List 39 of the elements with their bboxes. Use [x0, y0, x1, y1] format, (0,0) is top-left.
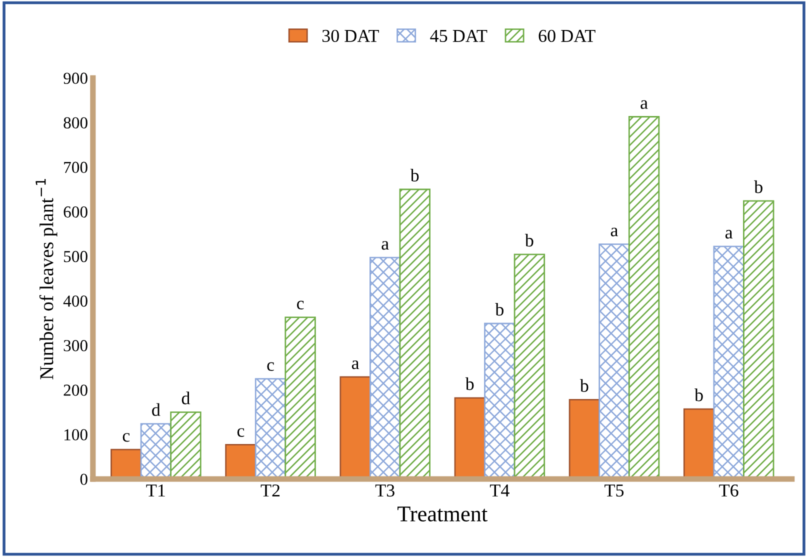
x-tick-label: T3: [375, 484, 394, 497]
data-label: a: [610, 228, 618, 236]
data-label: b: [580, 379, 588, 392]
y-axis-title: Number of leaves plant$^{−1}$: [36, 178, 58, 380]
data-label: c: [122, 433, 130, 442]
y-tick-label: 300: [64, 340, 88, 352]
data-label: a: [725, 230, 733, 239]
data-label: c: [267, 362, 274, 371]
legend-label: 60 DAT: [538, 30, 596, 42]
y-tick-label: 100: [64, 429, 88, 440]
data-label: b: [410, 168, 419, 182]
x-tick-label: T6: [719, 484, 738, 497]
data-label: a: [352, 360, 360, 370]
legend-label: 30 DAT: [322, 30, 379, 42]
data-label: c: [296, 300, 304, 310]
y-tick-label: 800: [64, 117, 88, 128]
data-label: b: [495, 302, 504, 316]
y-tick-label: 0: [80, 474, 88, 485]
x-axis-title: Treatment: [398, 506, 488, 522]
x-tick-label: T4: [490, 484, 510, 496]
y-tick-label: 600: [64, 206, 88, 218]
y-tick-label: 500: [64, 250, 88, 262]
data-label: a: [640, 100, 648, 109]
data-label: b: [465, 377, 474, 390]
data-label: a: [382, 241, 389, 250]
y-tick-label: 900: [64, 72, 88, 84]
data-label: b: [754, 180, 762, 194]
x-tick-label: T2: [260, 484, 280, 496]
y-tick-label: 200: [64, 384, 88, 396]
y-tick-label: 400: [63, 295, 88, 307]
legend-label: 45 DAT: [430, 30, 488, 42]
data-label: c: [237, 428, 244, 437]
data-label: d: [152, 403, 160, 416]
data-label: b: [524, 234, 534, 247]
data-label: b: [694, 388, 703, 402]
data-label: d: [182, 392, 190, 404]
x-tick-label: T5: [604, 484, 624, 497]
y-tick-label: 700: [64, 162, 88, 174]
x-tick-label: T1: [146, 484, 165, 496]
